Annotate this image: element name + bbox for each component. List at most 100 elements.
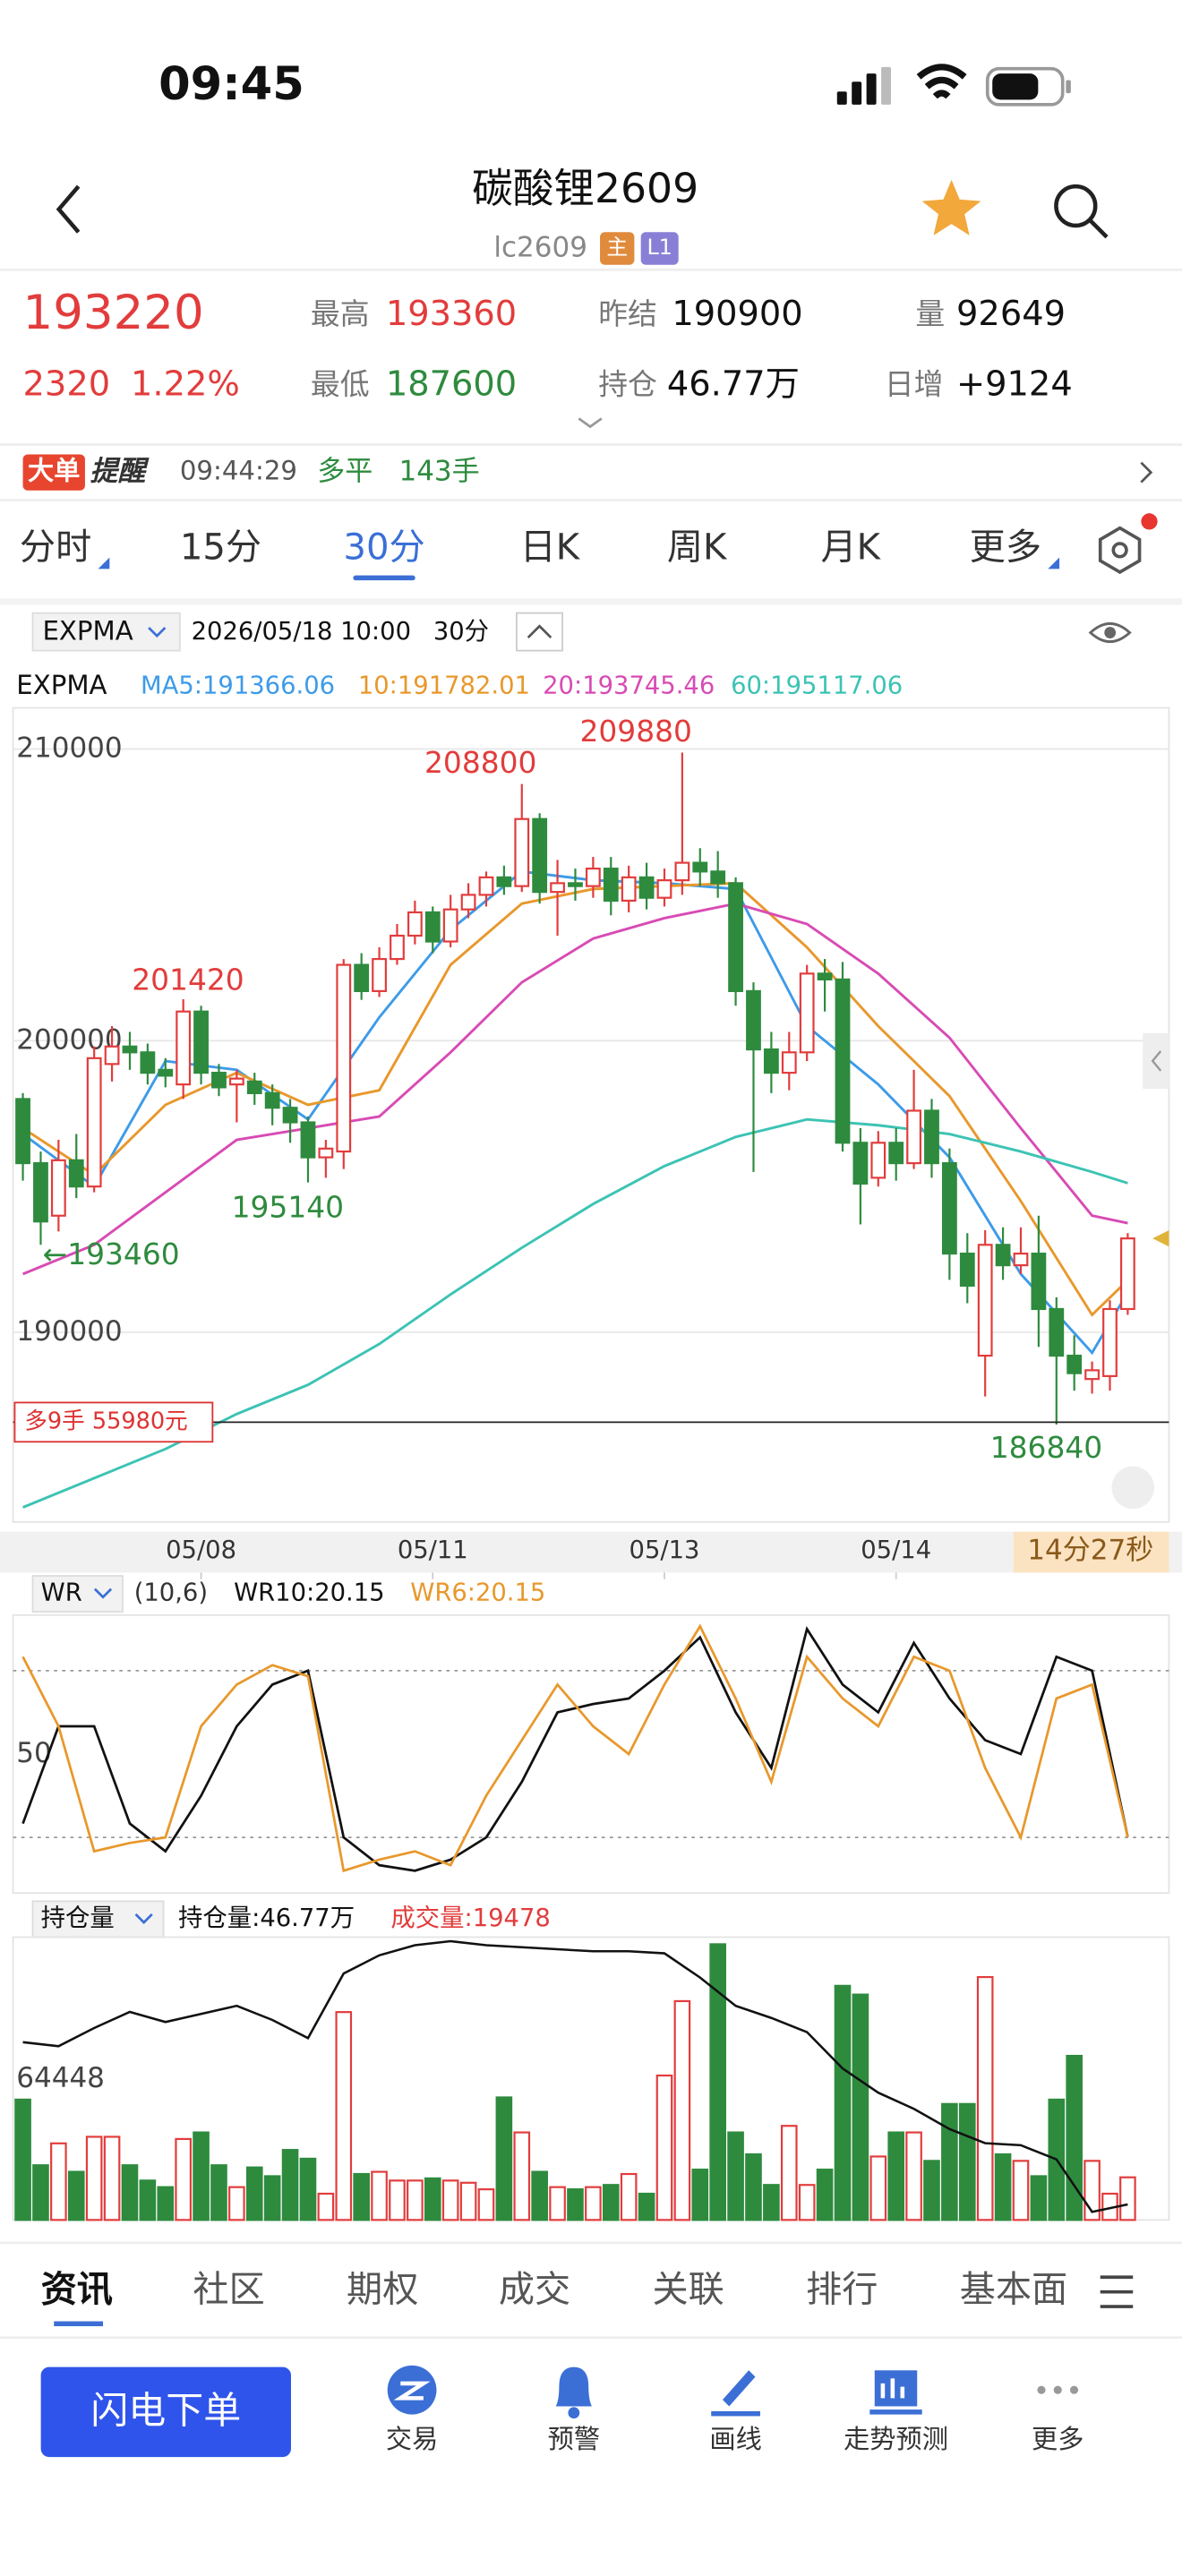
action-icon[interactable] (1037, 2385, 1079, 2394)
volume-bar (1066, 2054, 1083, 2221)
settings-button[interactable] (1098, 513, 1158, 575)
frame (12, 1613, 1170, 1895)
legend-entry: 持仓量:46.77万 (178, 1904, 355, 1932)
candle-body (104, 1045, 120, 1065)
period-tab[interactable]: 更多 (970, 526, 1041, 568)
y-tick-label: 50 (16, 1737, 51, 1769)
icon-shape (869, 2409, 922, 2415)
price-annotation: 201420 (132, 962, 244, 997)
bottom-tab[interactable]: 基本面 (960, 2270, 1067, 2311)
volume-bar (175, 2137, 192, 2221)
price-annotation: 209880 (579, 714, 691, 749)
period-tab[interactable]: 月K (821, 526, 882, 568)
candle-body (603, 867, 619, 903)
alert-more[interactable] (1140, 461, 1153, 484)
candle-body (888, 1142, 904, 1165)
wr-line (21, 1625, 1129, 1872)
menu-button[interactable] (1100, 2275, 1134, 2308)
candle-body (959, 1252, 975, 1287)
action-label[interactable]: 预警 (548, 2424, 600, 2454)
field-value: 193360 (386, 294, 517, 334)
period-tab[interactable]: 分时 (20, 526, 91, 568)
price-annotation: 208800 (424, 745, 536, 780)
period-tab[interactable]: 日K (520, 526, 581, 568)
volume-bar (85, 2135, 103, 2221)
indicator-select[interactable] (31, 612, 181, 652)
action-label[interactable]: 更多 (1032, 2424, 1084, 2454)
volume-bar (50, 2142, 67, 2221)
countdown: 14分27秒 (1027, 1535, 1153, 1567)
candle-body (264, 1091, 280, 1109)
candle-body (86, 1057, 102, 1188)
candle-body (710, 870, 726, 885)
bottom-tab[interactable]: 资讯 (41, 2270, 113, 2311)
x-tick-label: 05/13 (630, 1536, 700, 1564)
back-button[interactable] (56, 184, 81, 234)
volume-bar (727, 2131, 744, 2221)
action-icon[interactable] (869, 2370, 922, 2415)
volume-bar (139, 2179, 157, 2221)
volume-bar (317, 2192, 335, 2221)
volume-bar (852, 1993, 869, 2221)
flash-order-button[interactable] (40, 2366, 291, 2458)
candle-body (193, 1010, 209, 1074)
period-tab[interactable]: 15分 (180, 526, 261, 568)
volume-bar (745, 2152, 762, 2221)
volume-bar (14, 2098, 31, 2221)
signal-icon (836, 66, 892, 105)
volume-bar (549, 2186, 566, 2221)
candle-body (852, 1142, 869, 1185)
bottom-tab[interactable]: 排行 (806, 2270, 878, 2311)
field-value: 190900 (672, 294, 802, 334)
volume-bar (371, 2170, 388, 2221)
volume-bar (263, 2175, 281, 2221)
bottom-tab[interactable]: 期权 (347, 2270, 418, 2311)
alert-title: 提醒 (90, 456, 150, 488)
candle-body (460, 894, 476, 911)
candle-body (924, 1109, 939, 1165)
period-tab[interactable]: 周K (667, 526, 728, 568)
volume-bar (193, 2131, 210, 2221)
favorite-button[interactable] (921, 179, 981, 235)
bottom-tab[interactable]: 关联 (652, 2270, 724, 2311)
volume-bar (531, 2170, 548, 2221)
side-tab-icon (1151, 1050, 1162, 1072)
icon-shape (722, 2370, 756, 2407)
volume-bar (602, 2184, 620, 2221)
volume-chart: 持仓量 成交量:19478 持仓量:46.77万 64448 (12, 1900, 1170, 2221)
chart-datetime: 2026/05/18 10:00 (192, 618, 411, 646)
candle-body (68, 1159, 84, 1188)
volume-bar (121, 2164, 139, 2221)
side-tab[interactable] (1143, 1032, 1169, 1089)
badge: L1 (647, 235, 672, 260)
action-label[interactable]: 走势预测 (844, 2424, 948, 2454)
candle-body (906, 1109, 921, 1165)
badge-bg (640, 232, 679, 265)
volume-bar (709, 1943, 726, 2221)
action-icon[interactable] (711, 2370, 760, 2417)
visibility-button[interactable] (1088, 622, 1132, 644)
bottom-tab[interactable]: 成交 (499, 2270, 570, 2311)
action-icon[interactable] (387, 2365, 437, 2415)
y-tick-label: 190000 (16, 1315, 122, 1348)
collapse-button[interactable] (516, 612, 563, 652)
period-tab[interactable]: 30分 (343, 526, 424, 568)
dropdown-arrow (93, 1588, 113, 1599)
action-label[interactable]: 画线 (709, 2424, 761, 2454)
active-underline (54, 2321, 104, 2327)
active-underline (353, 575, 415, 581)
expand-button[interactable] (578, 417, 603, 429)
fullscreen-button[interactable] (1111, 1466, 1154, 1510)
action-label[interactable]: 交易 (386, 2424, 438, 2454)
position-label: 多9手 55980元 (24, 1408, 187, 1434)
search-button[interactable] (1054, 184, 1109, 239)
candle-body (282, 1107, 298, 1124)
wr-line (21, 1623, 1129, 1873)
bottom-tab[interactable]: 社区 (193, 2270, 264, 2311)
action-icon[interactable] (555, 2366, 592, 2419)
position-label-bg (13, 1401, 214, 1443)
volume-bar (976, 1975, 994, 2221)
candle-body (781, 1051, 797, 1074)
candle-body (496, 876, 512, 887)
